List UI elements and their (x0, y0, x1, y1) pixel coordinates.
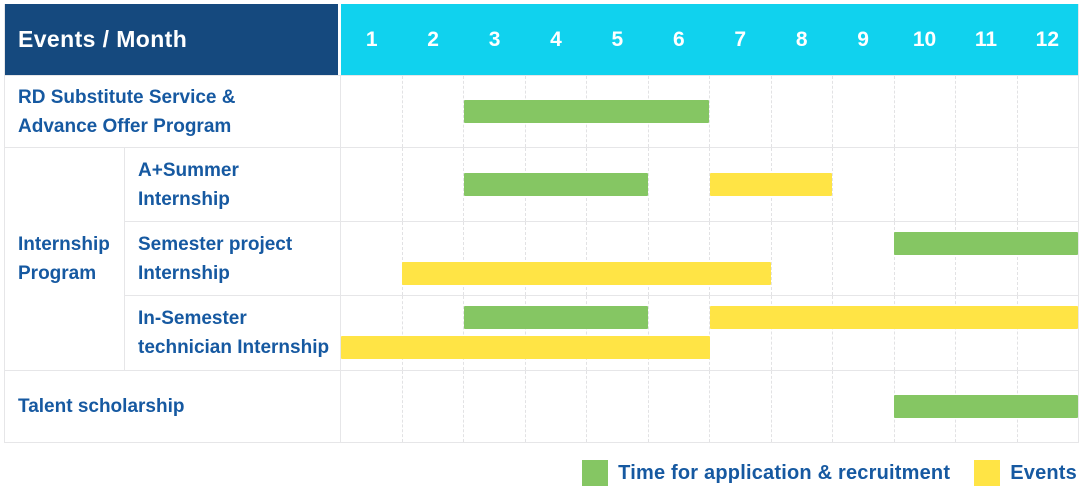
gantt-bar-event (709, 306, 1078, 329)
month-gridline (710, 222, 772, 295)
month-gridline (1018, 148, 1079, 221)
gantt-bar-event (709, 173, 833, 196)
gantt-bar-application (893, 232, 1078, 255)
row-timeline (341, 147, 1078, 221)
legend-label-event: Events (1010, 461, 1077, 484)
legend-item-event: Events (974, 460, 1077, 486)
legend-item-application: Time for application & recruitment (582, 460, 950, 486)
month-gridline (956, 222, 1018, 295)
table-title: Events / Month (18, 26, 188, 52)
month-header-cell-2: 2 (427, 27, 439, 51)
month-gridline (895, 76, 956, 147)
legend-swatch-application (582, 460, 609, 486)
month-gridline (895, 148, 956, 221)
month-gridline (649, 296, 710, 370)
month-gridline (464, 371, 526, 442)
gantt-bar-application (463, 100, 710, 123)
month-gridline (772, 222, 833, 295)
month-gridline (464, 296, 526, 370)
month-gridline (526, 371, 587, 442)
row-label: Semester project Internship (125, 221, 341, 295)
month-gridline (956, 148, 1018, 221)
row-label: A+Summer Internship (125, 147, 341, 221)
month-gridline (956, 296, 1018, 370)
month-header-cell-10: 10 (912, 27, 937, 51)
month-gridline (895, 296, 956, 370)
month-gridline (403, 371, 464, 442)
month-header-cell-12: 12 (1035, 27, 1060, 51)
month-gridline (403, 76, 464, 147)
month-gridline (464, 222, 526, 295)
legend-swatch-event (974, 460, 1001, 486)
month-gridline (649, 76, 710, 147)
row-label: In-Semester technician Internship (125, 295, 341, 370)
gantt-bar-event (341, 336, 710, 359)
gantt-bar-application (893, 395, 1078, 418)
month-gridline (710, 371, 772, 442)
month-gridline (833, 296, 895, 370)
month-header-cell-3: 3 (488, 27, 501, 51)
gantt-bar-application (463, 306, 649, 329)
row-timeline (341, 221, 1078, 295)
month-header-cell-4: 4 (550, 27, 562, 51)
row-timeline (341, 75, 1078, 147)
month-gridlines (341, 76, 1078, 147)
month-gridline (710, 76, 772, 147)
legend-label-application: Time for application & recruitment (618, 461, 951, 484)
month-header-cell-11: 11 (974, 27, 998, 51)
gantt-bar-event (402, 262, 771, 285)
month-gridline (587, 222, 649, 295)
month-gridline (772, 76, 833, 147)
month-gridlines (341, 296, 1078, 370)
month-gridline (403, 222, 464, 295)
month-gridline (833, 371, 895, 442)
month-gridline (587, 296, 649, 370)
row-label: Talent scholarship (5, 370, 341, 442)
month-gridline (772, 296, 833, 370)
month-gridline (341, 148, 403, 221)
row-label: RD Substitute Service & Advance Offer Pr… (5, 75, 341, 147)
row-timeline (341, 370, 1078, 442)
events-month-table: Events / Month 1 2 3 4 5 6 7 8 9 10 11 12 RD Substi… (4, 4, 1079, 443)
month-header-cell-8: 8 (795, 27, 808, 51)
month-gridline (403, 148, 464, 221)
month-gridline (403, 296, 464, 370)
month-gridline (772, 148, 833, 221)
month-gridline (772, 371, 833, 442)
month-header-row: 1 2 3 4 5 6 7 8 9 10 11 12 (341, 4, 1078, 75)
month-header-cell-6: 6 (672, 27, 685, 51)
month-gridline (587, 371, 649, 442)
row-group-label: Internship Program (5, 147, 125, 370)
month-gridline (341, 371, 403, 442)
month-gridline (649, 222, 710, 295)
table-corner-header: Events / Month (5, 4, 341, 75)
legend: Time for application & recruitment Events (582, 460, 1077, 486)
month-gridline (526, 222, 587, 295)
month-gridline (895, 222, 956, 295)
month-gridline (833, 148, 895, 221)
month-gridline (341, 76, 403, 147)
month-gridline (649, 371, 710, 442)
month-gridline (341, 222, 403, 295)
month-gridline (649, 148, 710, 221)
month-gridline (710, 296, 772, 370)
month-header-cell-7: 7 (734, 27, 747, 51)
month-gridline (341, 296, 403, 370)
gantt-bar-application (463, 173, 649, 196)
month-gridline (833, 76, 895, 147)
month-gridlines (341, 222, 1078, 295)
month-header-cell-9: 9 (857, 27, 869, 51)
month-header-cell-5: 5 (611, 27, 624, 51)
month-gridline (526, 296, 587, 370)
month-gridline (833, 222, 895, 295)
month-gridline (1018, 76, 1079, 147)
month-header-cell-1: 1 (365, 27, 378, 51)
row-timeline (341, 295, 1078, 370)
month-gridline (956, 76, 1018, 147)
